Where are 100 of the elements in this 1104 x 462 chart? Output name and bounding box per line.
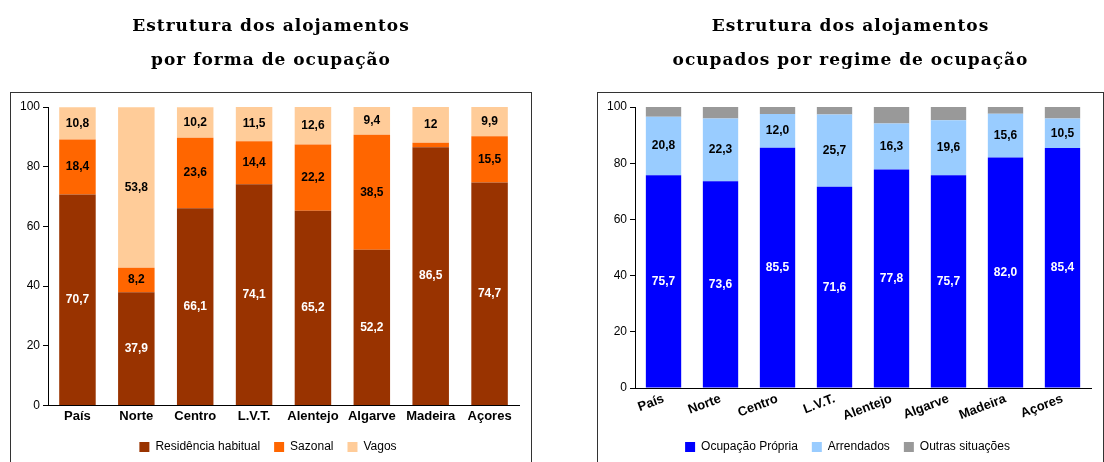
chart-title: Estrutura dos alojamentos ocupados por regime de ocupação: [671, 14, 1030, 71]
data-label: 8,2: [127, 272, 145, 287]
data-label: 10,2: [183, 114, 208, 129]
bar: [702, 118, 739, 182]
data-label: 53,8: [124, 179, 149, 194]
data-label: 82,0: [993, 264, 1018, 279]
data-label: 65,2: [301, 300, 325, 315]
y-tick-label: 20: [613, 324, 628, 339]
bar: [412, 142, 449, 148]
data-label: 66,1: [183, 298, 208, 313]
data-label: 75,7: [651, 273, 676, 288]
bar: [235, 184, 273, 405]
data-label: 18,4: [65, 159, 90, 174]
data-label: 14,4: [242, 155, 267, 170]
data-label: 20,8: [651, 138, 676, 153]
bar: [987, 107, 1024, 114]
data-label: 73,6: [708, 276, 733, 291]
data-label: 15,5: [477, 151, 502, 166]
bar: [816, 107, 853, 115]
data-label: 12,6: [301, 118, 325, 133]
bar: [59, 139, 96, 195]
legend-label: Vagos: [363, 439, 397, 454]
bar: [471, 182, 508, 405]
x-tick-label: Centro: [735, 390, 780, 420]
data-label: 77,8: [879, 270, 904, 285]
x-tick-label: L.V.T.: [800, 390, 837, 417]
legend-label: Sazonal: [290, 439, 334, 454]
legend-label: Outras situações: [919, 439, 1010, 454]
bar: [702, 107, 739, 119]
bar: [645, 107, 682, 117]
x-tick-label: Norte: [119, 407, 154, 423]
bar: [294, 210, 332, 405]
bar: [645, 116, 682, 176]
bar: [816, 114, 853, 187]
data-label: 9,4: [363, 113, 381, 128]
bar: [353, 249, 391, 405]
y-tick-label: 40: [26, 278, 41, 293]
y-tick-label: 100: [19, 99, 41, 114]
bar: [353, 134, 391, 250]
x-tick-label: Açores: [1018, 390, 1065, 421]
y-tick-label: 0: [33, 397, 41, 412]
data-label: 38,5: [360, 184, 384, 199]
data-label: 23,6: [183, 165, 208, 180]
legend-label: Arrendados: [827, 439, 890, 454]
data-label: 12,0: [765, 123, 790, 138]
data-label: 22,3: [708, 142, 733, 157]
data-label: 11,5: [242, 116, 266, 131]
data-label: 75,7: [936, 273, 961, 288]
legend-label: Residência habitual: [155, 439, 261, 454]
bar: [412, 147, 449, 405]
data-label: 37,9: [124, 340, 149, 355]
bar: [176, 208, 214, 405]
bar: [759, 107, 796, 115]
bar: [759, 147, 796, 388]
data-label: 52,2: [360, 319, 384, 334]
data-label: 71,6: [822, 279, 847, 294]
bar: [412, 107, 449, 143]
x-tick-label: Algarve: [347, 407, 396, 423]
data-label: 15,6: [993, 127, 1018, 142]
y-tick-label: 40: [613, 267, 628, 282]
y-tick-label: 100: [606, 99, 628, 114]
bar: [235, 141, 273, 185]
data-label: 16,3: [879, 138, 904, 153]
data-label: 74,7: [477, 286, 502, 301]
x-tick-label: Madeira: [406, 407, 457, 423]
data-label: 25,7: [822, 143, 847, 158]
data-label: 74,1: [242, 286, 267, 301]
bar: [471, 136, 508, 183]
bar: [176, 137, 214, 209]
bar: [930, 120, 967, 176]
data-label: 10,8: [65, 115, 90, 130]
x-tick-label: Centro: [174, 407, 217, 423]
bar: [816, 186, 853, 388]
x-tick-label: L.V.T.: [237, 407, 271, 423]
bar: [930, 175, 967, 388]
y-tick-label: 80: [26, 158, 41, 173]
chart-title: Estrutura dos alojamentos por forma de ocupação: [131, 14, 411, 71]
bar: [1044, 148, 1081, 388]
data-label: 70,7: [65, 291, 90, 306]
bar: [59, 107, 96, 140]
legend-label: Ocupação Própria: [701, 439, 799, 454]
bar: [702, 181, 739, 388]
data-label: 19,6: [936, 140, 961, 155]
y-tick-label: 60: [613, 211, 628, 226]
bar: [1044, 107, 1081, 119]
x-tick-label: País: [635, 390, 666, 415]
x-tick-label: País: [64, 407, 91, 423]
bar: [645, 175, 682, 388]
data-label: 12: [424, 117, 438, 132]
bar: [930, 107, 967, 121]
x-tick-label: Açores: [467, 407, 512, 423]
bar: [118, 107, 155, 268]
bar: [987, 113, 1024, 158]
bar: [987, 157, 1024, 388]
x-tick-label: Alentejo: [287, 407, 339, 423]
x-tick-label: Norte: [685, 390, 723, 417]
bar: [59, 194, 96, 405]
bar: [294, 107, 332, 145]
bar: [294, 144, 332, 211]
y-tick-label: 0: [620, 380, 628, 395]
